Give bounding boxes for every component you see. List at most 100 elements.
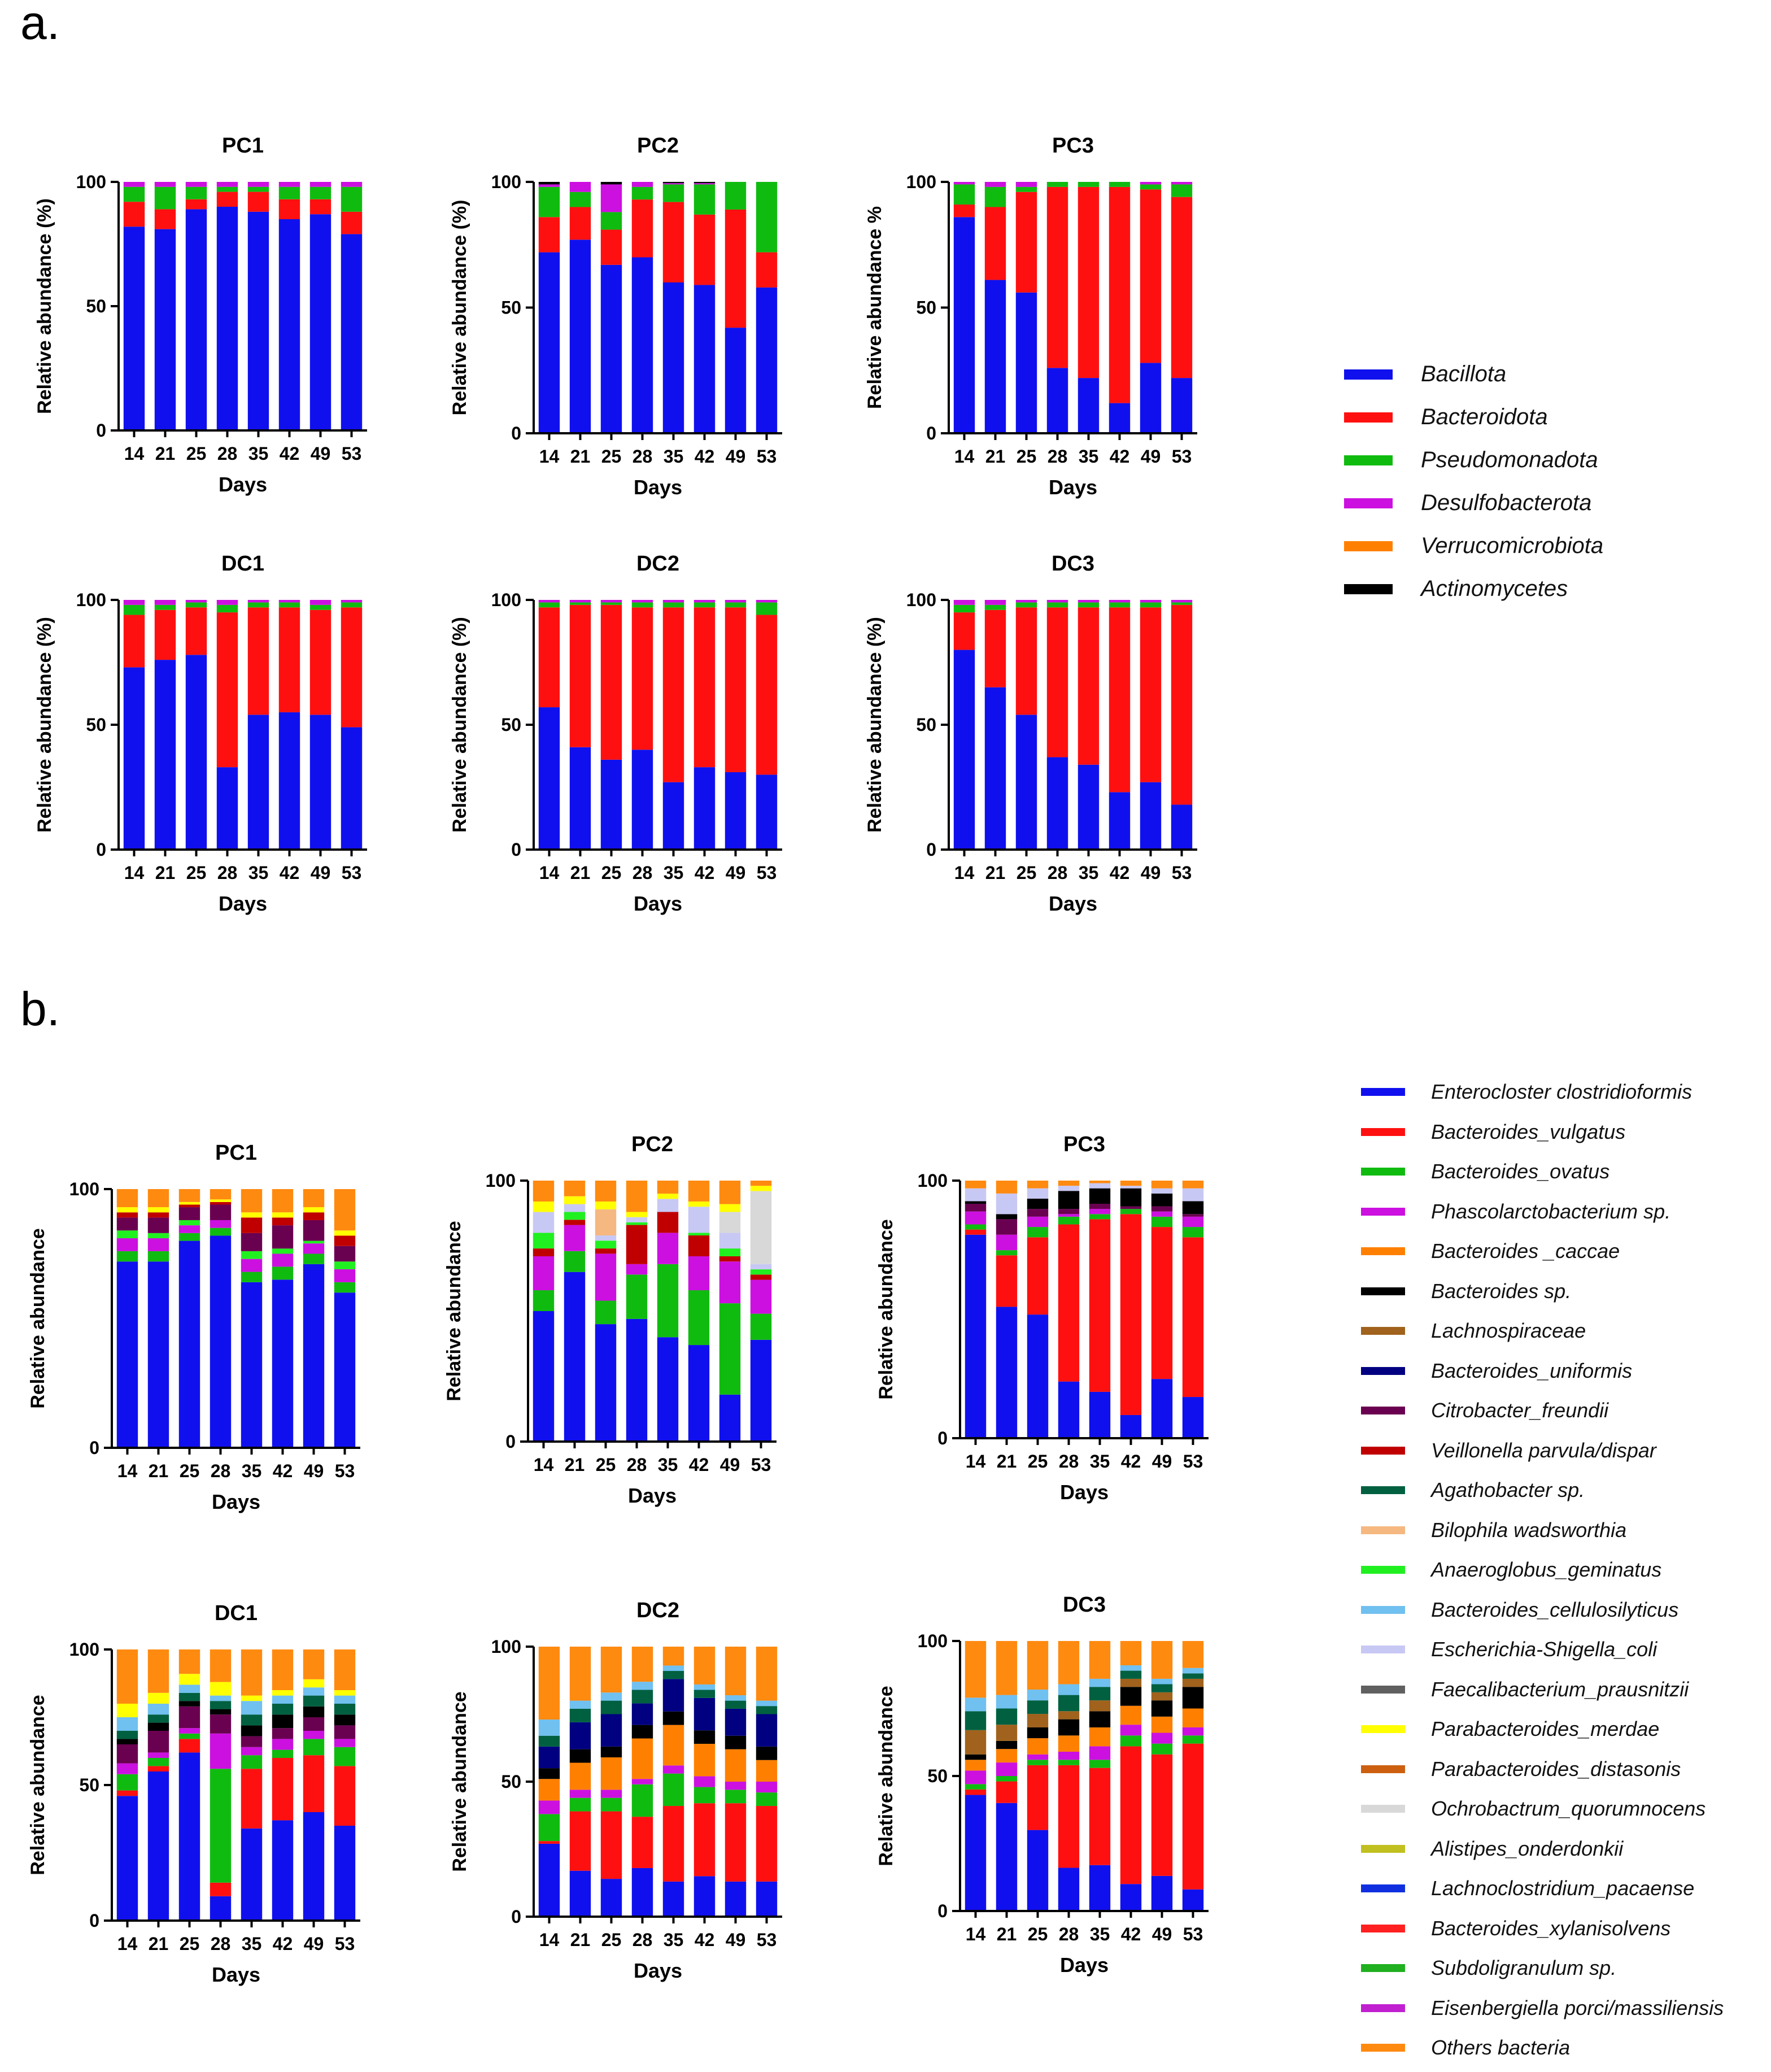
y-axis-label: Relative abundance (%) xyxy=(449,617,470,833)
bar-segment xyxy=(750,1264,772,1270)
bar-segment xyxy=(631,602,653,608)
bar-segment xyxy=(154,209,176,229)
bar-segment xyxy=(538,602,560,608)
bar-segment xyxy=(272,1758,294,1821)
bar-segment xyxy=(564,1212,586,1220)
bar-segment xyxy=(1078,182,1100,187)
x-tick-label: 25 xyxy=(1017,446,1037,467)
legend-label: Faecalibacterium_prausnitzii xyxy=(1431,1677,1689,1701)
x-tick-label: 35 xyxy=(1079,863,1099,883)
legend-swatch xyxy=(1361,1088,1405,1096)
bar-segment xyxy=(965,1784,987,1790)
y-tick-label: 0 xyxy=(511,423,521,443)
bar-segment xyxy=(178,1728,200,1734)
bar-segment xyxy=(631,750,653,850)
bar-segment xyxy=(996,1803,1018,1911)
y-tick-label: 0 xyxy=(937,1901,948,1921)
bar-segment xyxy=(595,1253,617,1301)
legend-item: Actinomycetes xyxy=(1344,576,1568,602)
bar-segment xyxy=(756,602,778,615)
bar-segment xyxy=(595,1300,617,1325)
bar-segment xyxy=(341,602,363,608)
legend-swatch xyxy=(1361,1844,1405,1853)
x-tick-label: 14 xyxy=(117,1934,138,1954)
bar-segment xyxy=(1058,1760,1080,1765)
bar-segment xyxy=(600,212,622,230)
x-tick-label: 25 xyxy=(186,863,207,883)
bar-segment xyxy=(1120,1665,1142,1671)
x-tick-label: 53 xyxy=(757,1930,777,1950)
bar-segment xyxy=(1151,1188,1173,1194)
bar-segment xyxy=(1058,1224,1080,1382)
legend-item: Bacteroidota xyxy=(1344,404,1548,430)
bar-segment xyxy=(631,199,653,258)
bar-segment xyxy=(247,182,269,187)
bar-segment xyxy=(688,1181,710,1202)
bar-segment xyxy=(116,1739,138,1744)
bar-segment xyxy=(334,1282,356,1293)
bar-segment xyxy=(334,1230,356,1236)
bar-segment xyxy=(1151,1211,1173,1217)
bar-segment xyxy=(303,1264,325,1448)
bar-segment xyxy=(1120,1188,1142,1207)
chart-a-dc3: DC3 14 21 25 28 35 42 49 53 0 50 100 Days Relative ab… xyxy=(864,552,1197,915)
bar-segment xyxy=(178,1649,200,1674)
x-tick-label: 28 xyxy=(211,1934,231,1954)
bar-segment xyxy=(1015,715,1037,850)
bar-segment xyxy=(600,1746,622,1757)
chart-b-pc3: PC3 14 21 25 28 35 42 49 53 0 100 Days Relative abun… xyxy=(875,1133,1209,1504)
bar-segment xyxy=(154,600,176,605)
bar-segment xyxy=(662,282,684,433)
legend-swatch xyxy=(1361,1486,1405,1494)
bar-segment xyxy=(116,1796,138,1921)
bar-segment xyxy=(303,1253,325,1264)
y-tick-label: 100 xyxy=(491,590,521,610)
bar-segment xyxy=(241,1233,263,1251)
bar-segment xyxy=(1058,1719,1080,1736)
legend-swatch xyxy=(1361,1446,1405,1455)
bar-segment xyxy=(1120,1746,1142,1884)
y-axis-label: Relative abundance xyxy=(443,1221,465,1401)
legend-swatch xyxy=(1361,1884,1405,1892)
bar-segment xyxy=(600,184,622,212)
bar-segment xyxy=(569,240,591,433)
bar-segment xyxy=(1109,600,1131,603)
legend-species: Enterocloster clostridioformis Bacteroide… xyxy=(1361,1080,1768,2069)
x-tick-label: 53 xyxy=(335,1934,355,1954)
bar-segment xyxy=(334,1189,356,1231)
bar-segment xyxy=(1182,1188,1204,1202)
bar-segment xyxy=(984,207,1006,280)
bar-segment xyxy=(1027,1227,1049,1238)
x-axis-label: Days xyxy=(634,892,682,915)
bar-segment xyxy=(1078,602,1100,608)
bar-segment xyxy=(569,1811,591,1871)
bar-segment xyxy=(750,1274,772,1280)
legend-label: Bacteroides_xylanisolvens xyxy=(1431,1916,1671,1940)
legend-swatch xyxy=(1361,1327,1405,1335)
bar-segment xyxy=(272,1279,294,1448)
x-tick-label: 35 xyxy=(658,1455,678,1475)
bar-segment xyxy=(147,1212,169,1218)
bar-segment xyxy=(688,1207,710,1233)
bar-segment xyxy=(1151,1181,1173,1189)
bar-segment xyxy=(662,1773,684,1807)
x-axis-label: Days xyxy=(1049,892,1097,915)
x-axis-label: Days xyxy=(212,1490,260,1513)
bar-segment xyxy=(1027,1237,1049,1315)
bar-segment xyxy=(1089,1746,1111,1760)
x-tick-label: 28 xyxy=(627,1455,647,1475)
bar-segment xyxy=(756,774,778,850)
bar-segment xyxy=(1027,1754,1049,1760)
legend-label: Bacteroides _caccae xyxy=(1431,1239,1620,1263)
bar-segment xyxy=(750,1186,772,1191)
y-tick-label: 0 xyxy=(96,420,106,441)
bar-segment xyxy=(1089,1678,1111,1687)
bar-segment xyxy=(600,1700,622,1714)
bar-segment xyxy=(1151,1875,1173,1911)
bar-segment xyxy=(272,1266,294,1280)
x-tick-label: 49 xyxy=(1141,863,1161,883)
bar-segment xyxy=(210,1235,232,1448)
bar-segment xyxy=(1182,1214,1204,1217)
bar-segment xyxy=(1120,1678,1142,1687)
x-tick-label: 53 xyxy=(342,863,362,883)
